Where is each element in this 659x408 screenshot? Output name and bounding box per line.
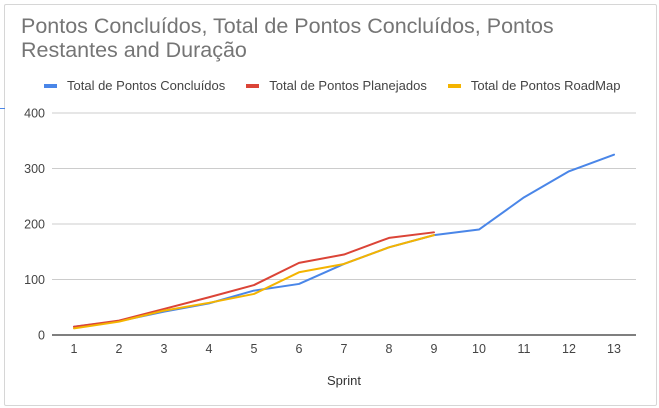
chart-frame [4, 4, 657, 406]
x-tick-label: 1 [71, 342, 78, 356]
series-line-total-de-pontos-roadmap [73, 234, 435, 330]
legend-label: Total de Pontos RoadMap [470, 78, 621, 93]
x-tick-label: 9 [431, 342, 438, 356]
x-tick-label: 10 [472, 342, 486, 356]
x-tick-label: 11 [518, 342, 531, 356]
legend-item: Total de Pontos Planejados [246, 78, 427, 93]
x-tick-label: 13 [607, 342, 621, 356]
y-tick-label: 0 [38, 329, 45, 343]
legend-label: Total de Pontos Concluídos [67, 78, 226, 93]
gridlines [52, 112, 636, 336]
legend-swatch [447, 83, 461, 88]
legend-item: Total de Pontos Concluídos [44, 78, 225, 93]
edge-marker [0, 108, 5, 109]
x-tick-label: 12 [562, 342, 576, 356]
y-tick-label: 400 [24, 107, 45, 121]
x-tick-label: 2 [116, 342, 123, 356]
legend-item: Total de Pontos RoadMap [447, 78, 621, 93]
legend-swatch [246, 83, 260, 88]
x-tick-label: 5 [251, 342, 258, 356]
series-line-total-de-pontos-planejados [73, 231, 435, 328]
series-line-total-de-pontos-conclu-dos [73, 153, 615, 328]
legend: Total de Pontos Concluídos Total de Ponto… [44, 78, 641, 93]
chart-title: Pontos Concluídos, Total de Pontos Concl… [21, 14, 554, 62]
legend-label: Total de Pontos Planejados [269, 78, 427, 93]
series-lines [73, 153, 615, 330]
x-tick-label: 4 [206, 342, 213, 356]
x-tick-label: 3 [161, 342, 168, 356]
y-tick-label: 100 [24, 273, 45, 287]
legend-swatch [44, 83, 57, 88]
x-tick-label: 7 [341, 342, 348, 356]
x-axis-title: Sprint [327, 373, 361, 388]
y-tick-label: 200 [24, 218, 45, 232]
x-tick-label: 8 [386, 342, 393, 356]
y-tick-label: 300 [24, 162, 45, 176]
x-tick-label: 6 [296, 342, 303, 356]
